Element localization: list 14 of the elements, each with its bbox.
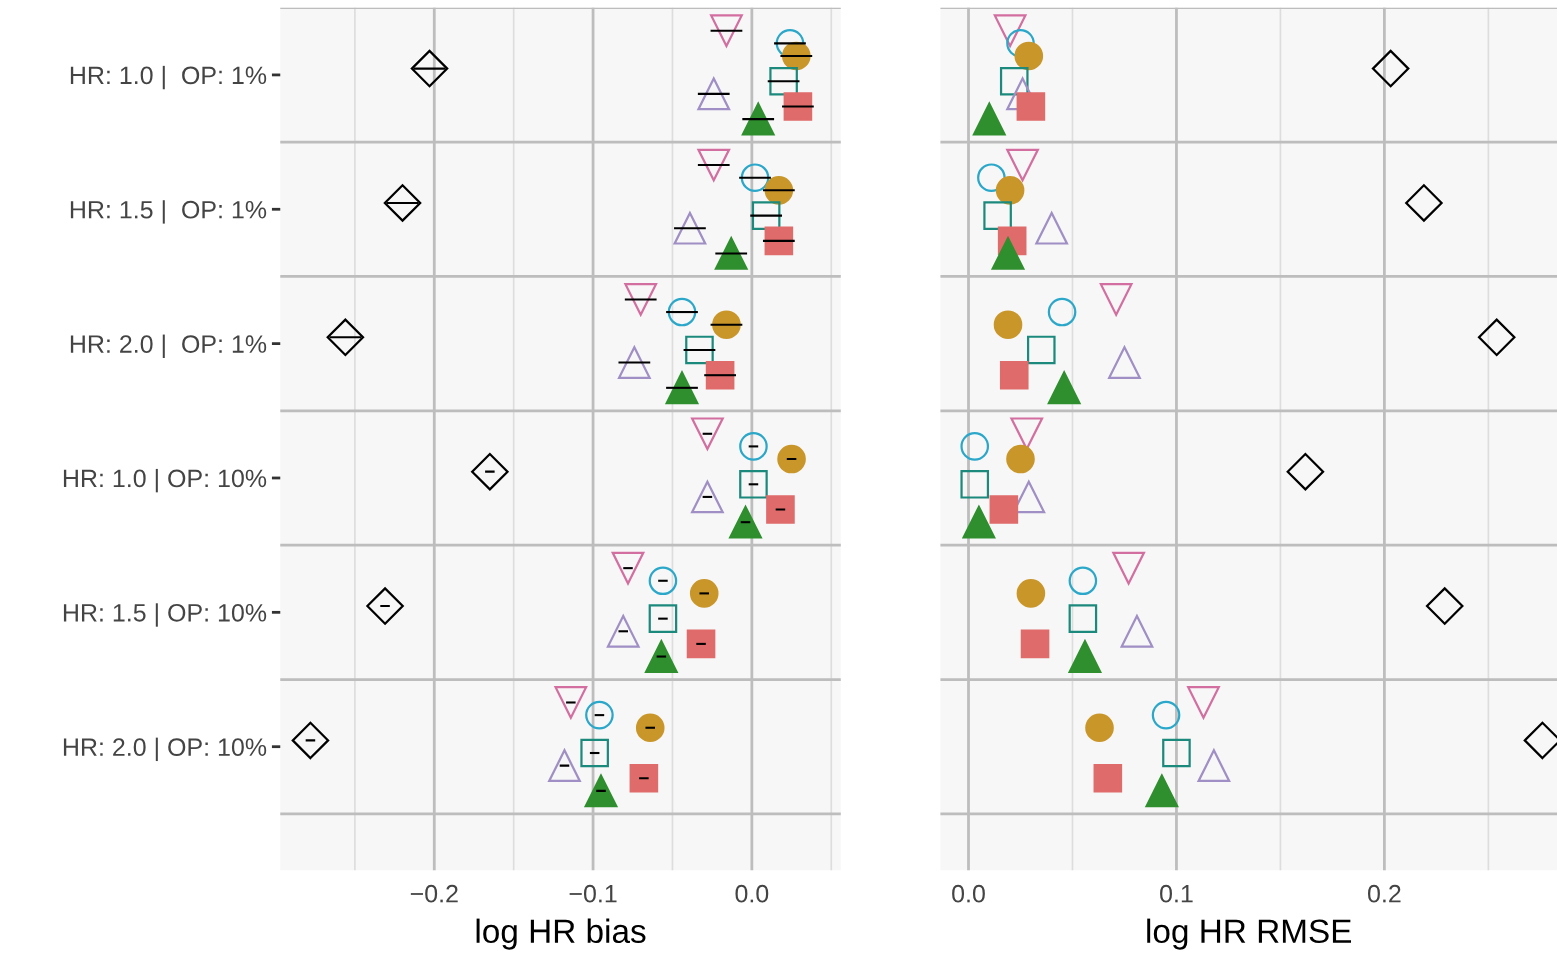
x-tick-label: −0.2 bbox=[410, 884, 458, 903]
y-tick-label: HR: 2.0 | OP: 10% bbox=[63, 737, 267, 762]
x-tick-label: 0.0 bbox=[735, 884, 769, 903]
x-tick-label: 0.0 bbox=[952, 884, 985, 903]
y-tick-label: HR: 1.5 | OP: 1% bbox=[70, 200, 267, 224]
y-tick-label: HR: 1.0 | OP: 1% bbox=[70, 65, 267, 90]
x-tick-label: 0.1 bbox=[1160, 884, 1193, 903]
x-axis-title: log HR RMSE bbox=[1147, 918, 1352, 950]
y-tick-label: HR: 2.0 | OP: 1% bbox=[70, 334, 267, 358]
y-tick-label: HR: 1.0 | OP: 10% bbox=[63, 468, 267, 493]
x-tick-label: 0.2 bbox=[1368, 884, 1401, 903]
x-tick-label: −0.1 bbox=[569, 884, 617, 903]
y-tick-label: HR: 1.5 | OP: 10% bbox=[63, 603, 267, 627]
x-axis-title: log HR bias bbox=[476, 918, 646, 950]
